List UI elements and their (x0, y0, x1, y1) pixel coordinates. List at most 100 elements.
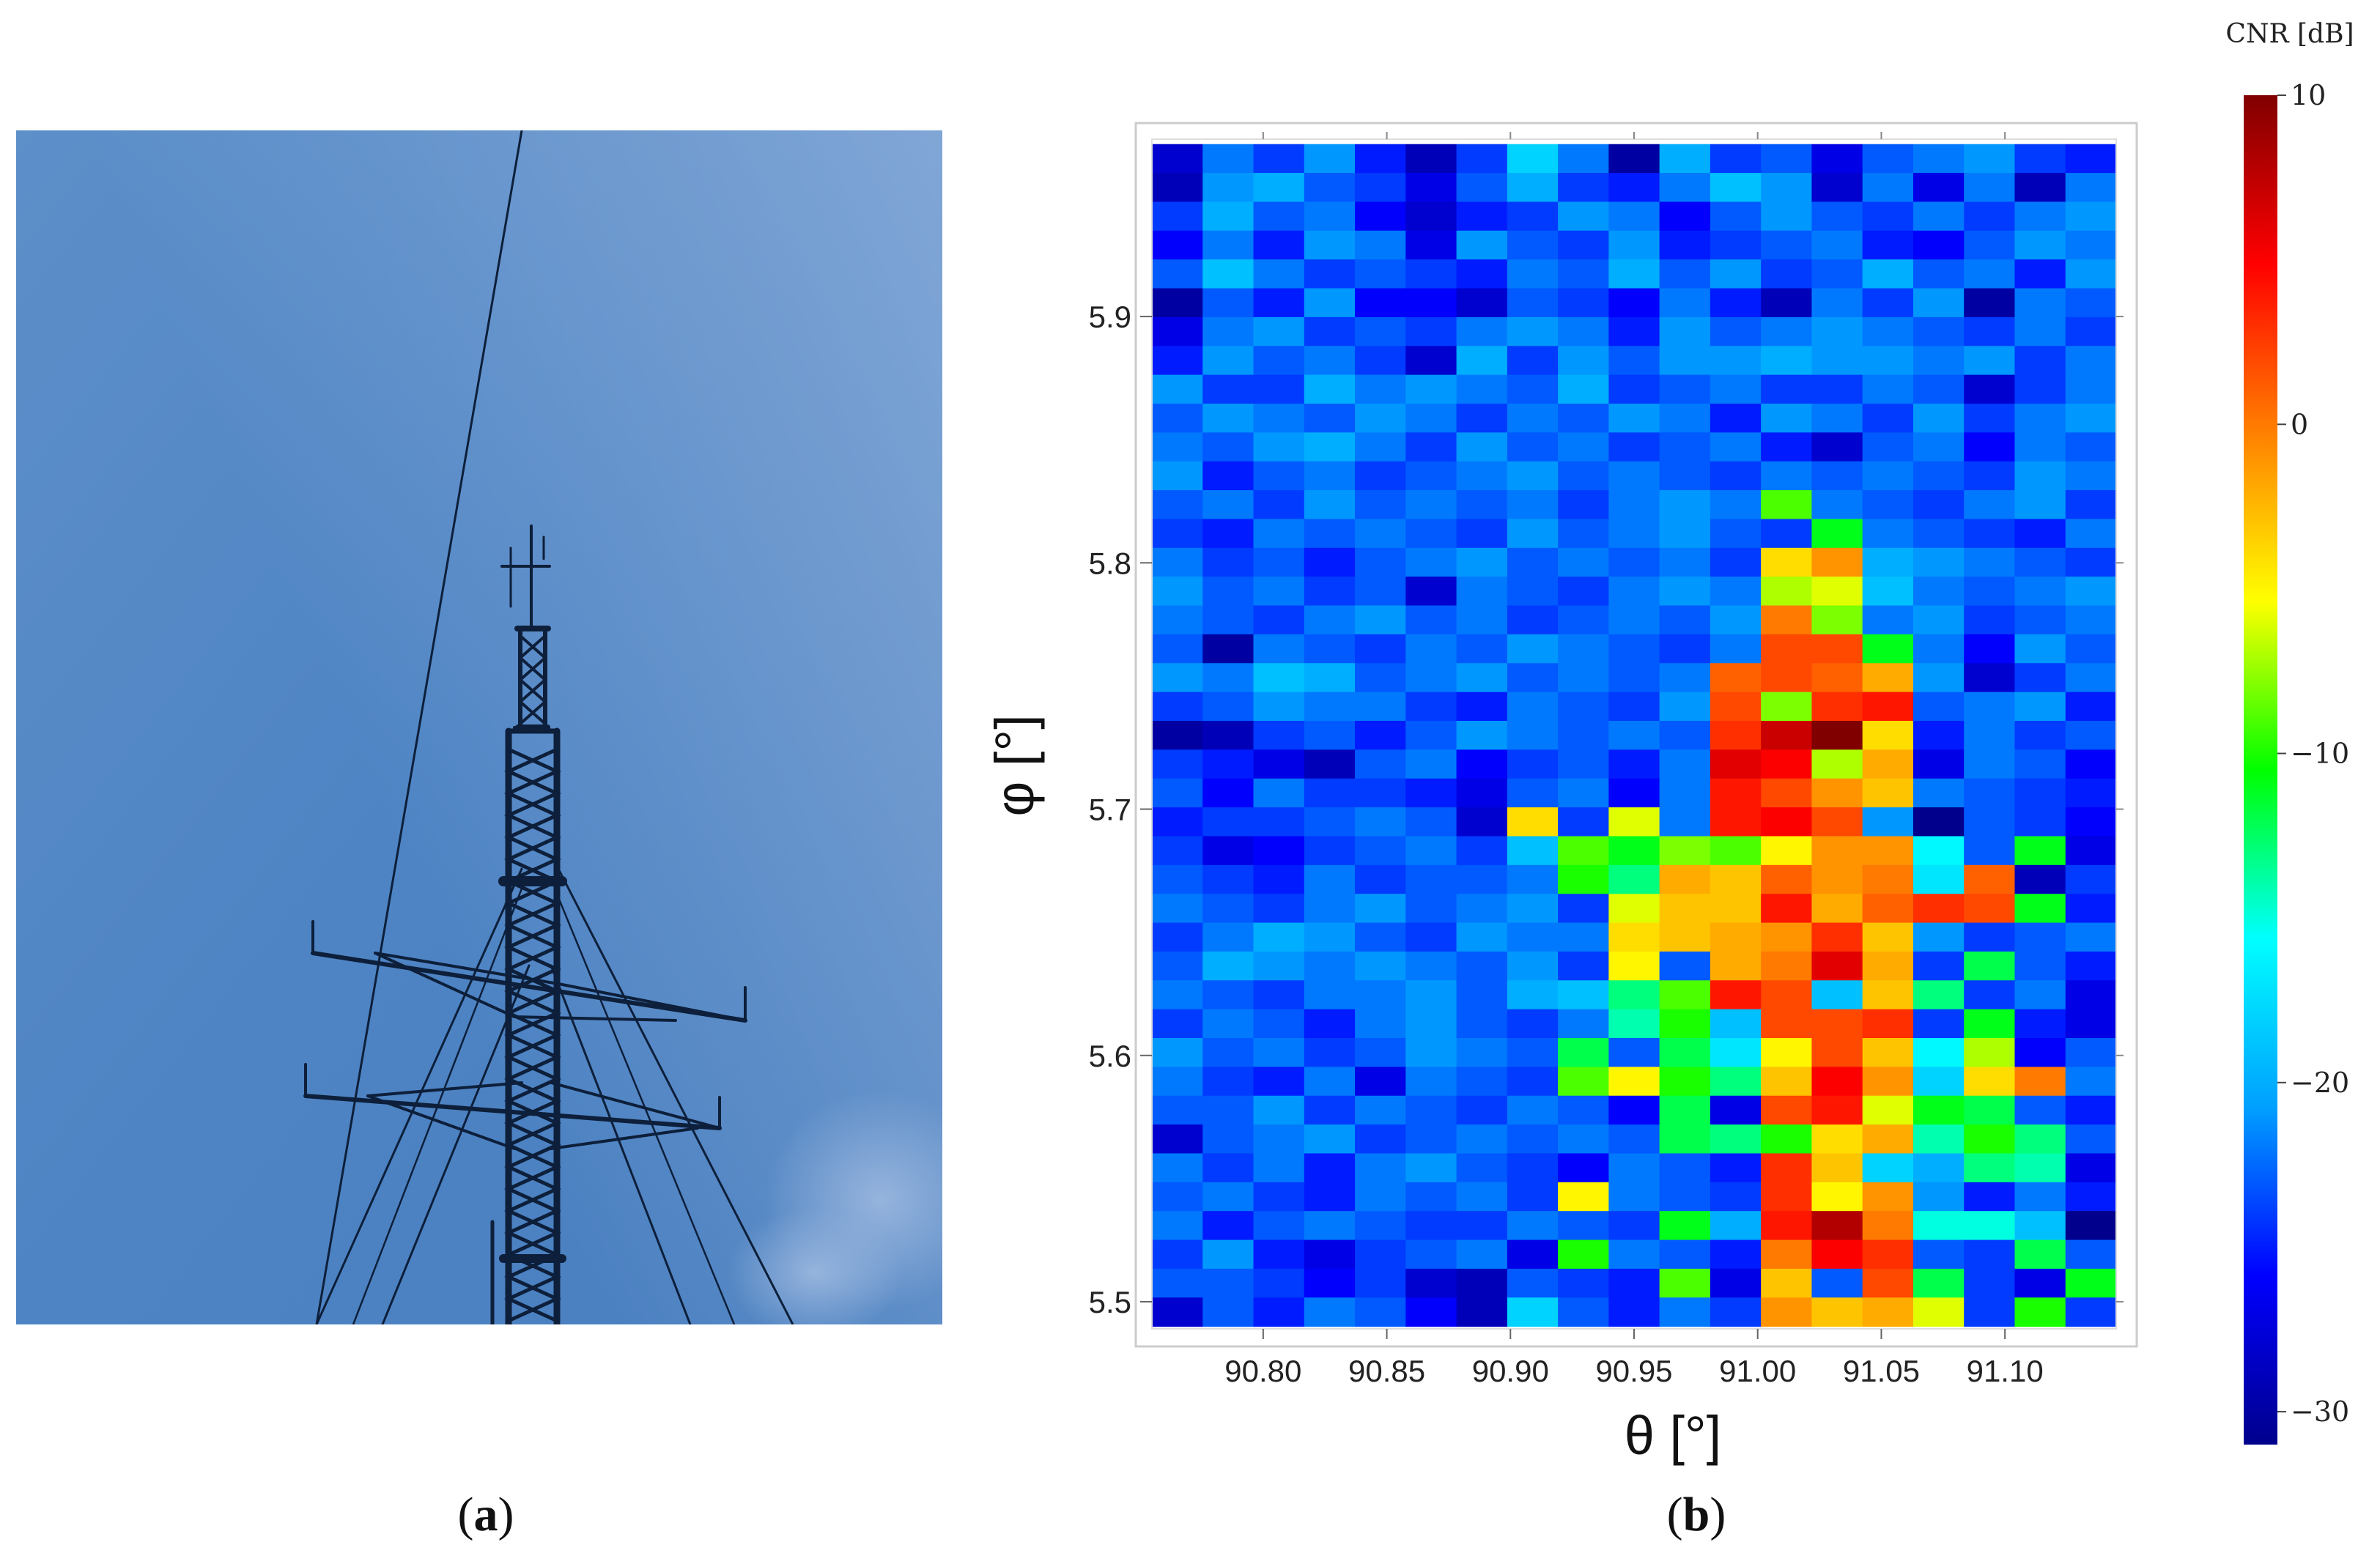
heatmap-cell (1811, 1153, 1863, 1183)
heatmap-cell (1912, 346, 1965, 376)
heatmap-cell (1608, 1297, 1660, 1327)
heatmap-cell (1355, 374, 1406, 404)
colorbar-gradient (2244, 95, 2277, 1445)
heatmap-cell (1912, 288, 1965, 318)
heatmap-cell (1912, 605, 1965, 635)
heatmap-cell (1405, 721, 1457, 750)
heatmap-cell (2014, 634, 2066, 664)
heatmap-cell (1608, 836, 1660, 866)
heatmap-cell (1964, 316, 2016, 346)
heatmap-cell (1507, 951, 1559, 981)
heatmap-cell (1558, 288, 1609, 318)
heatmap-cell (1355, 1009, 1406, 1039)
heatmap-cell (1202, 259, 1254, 289)
heatmap-cell (1202, 173, 1254, 203)
heatmap-cell (1558, 1211, 1609, 1241)
heatmap-cell (1405, 1067, 1457, 1097)
heatmap-cell (1152, 201, 1203, 231)
heatmap-cell (1710, 316, 1762, 346)
heatmap-cell (1253, 663, 1305, 693)
heatmap-cell (1456, 346, 1508, 376)
heatmap-cell (1456, 144, 1508, 174)
heatmap-cell (1152, 1239, 1203, 1270)
heatmap-cell (1558, 807, 1609, 837)
heatmap-cell (1456, 807, 1508, 837)
heatmap-cell (1507, 461, 1559, 491)
heatmap-cell (1608, 259, 1660, 289)
heatmap-cell (2014, 490, 2066, 520)
heatmap-cell (1456, 490, 1508, 520)
heatmap-cell (1608, 404, 1660, 433)
heatmap-cell (1659, 1038, 1711, 1067)
heatmap-cell (1710, 374, 1762, 404)
heatmap-cell (1912, 894, 1965, 924)
heatmap-cell (1152, 1067, 1203, 1097)
heatmap-cell (1710, 951, 1762, 981)
heatmap-cell (1202, 721, 1254, 750)
colorbar-tick-label: 0 (2291, 408, 2308, 440)
heatmap-cell (1253, 922, 1305, 952)
heatmap-cell (1304, 547, 1356, 577)
heatmap-cell (1405, 749, 1457, 779)
heatmap-cell (2065, 519, 2117, 549)
heatmap-cell (1811, 346, 1863, 376)
heatmap-cell (1304, 461, 1356, 491)
heatmap-cell (1964, 836, 2016, 866)
heatmap-cell (1253, 864, 1305, 894)
heatmap-cell (2014, 432, 2066, 462)
heatmap-cell (1202, 577, 1254, 607)
heatmap-cell (1507, 316, 1559, 346)
heatmap-cell (1608, 605, 1660, 635)
heatmap-cell (1507, 404, 1559, 433)
heatmap-cell (1659, 1182, 1711, 1212)
heatmap-cell (1811, 259, 1863, 289)
heatmap-cell (2014, 605, 2066, 635)
heatmap-cell (1964, 547, 2016, 577)
heatmap-cell (1456, 605, 1508, 635)
heatmap-cell (1608, 1009, 1660, 1039)
heatmap-cell (1507, 692, 1559, 722)
heatmap-cell (1558, 721, 1609, 750)
heatmap-cell (1912, 1038, 1965, 1067)
heatmap-cell (1659, 346, 1711, 376)
heatmap-cell (1964, 374, 2016, 404)
heatmap-cell (1659, 201, 1711, 231)
heatmap-cell (1912, 634, 1965, 664)
heatmap-cell (1862, 1153, 1914, 1183)
heatmap-cell (1202, 316, 1254, 346)
heatmap-cell (1659, 288, 1711, 318)
heatmap-cell (1608, 316, 1660, 346)
heatmap-cell (1507, 288, 1559, 318)
heatmap-cell (2014, 951, 2066, 981)
heatmap-cell (1253, 634, 1305, 664)
heatmap-cell (1964, 144, 2016, 174)
heatmap-cell (1152, 721, 1203, 750)
heatmap-cell (1355, 1153, 1406, 1183)
heatmap-cell (1659, 922, 1711, 952)
heatmap-cell (1862, 778, 1914, 808)
heatmap-cell (1304, 288, 1356, 318)
heatmap-cell (1811, 201, 1863, 231)
heatmap-cell (1152, 1124, 1203, 1155)
heatmap-cell (1507, 1239, 1559, 1270)
heatmap-cell (1558, 836, 1609, 866)
heatmap-cell (1405, 1239, 1457, 1270)
heatmap-cell (2014, 173, 2066, 203)
heatmap-cell (1202, 547, 1254, 577)
heatmap-cell (1659, 461, 1711, 491)
heatmap-cell (1912, 1239, 1965, 1270)
heatmap-cell (1507, 374, 1559, 404)
heatmap-cell (1456, 230, 1508, 260)
heatmap-cell (2065, 894, 2117, 924)
heatmap-cell (1761, 1153, 1813, 1183)
heatmap-cell (1761, 605, 1813, 635)
heatmap-cell (1507, 894, 1559, 924)
heatmap-cell (1456, 721, 1508, 750)
heatmap-cell (1608, 577, 1660, 607)
heatmap-cell (1202, 864, 1254, 894)
heatmap-cell (1862, 721, 1914, 750)
heatmap-cell (1202, 634, 1254, 664)
y-tick-label: 5.7 (1089, 793, 1131, 827)
heatmap-cell (2065, 605, 2117, 635)
heatmap-cell (1152, 1153, 1203, 1183)
